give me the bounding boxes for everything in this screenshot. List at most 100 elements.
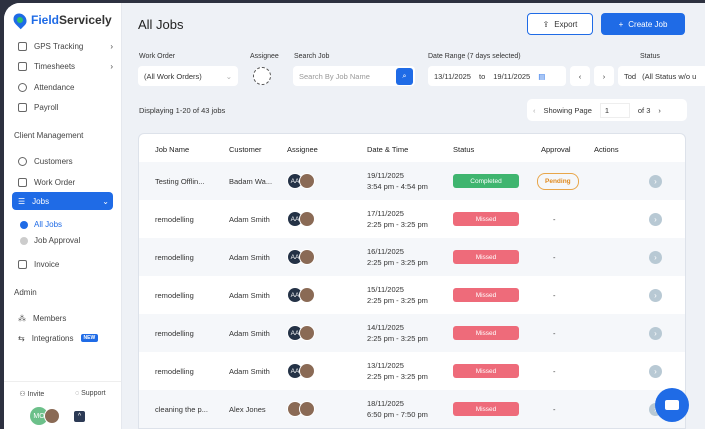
date-to: 19/11/2025 bbox=[493, 71, 531, 81]
open-job-button[interactable]: › bbox=[649, 364, 662, 378]
table-row[interactable]: remodelling Adam Smith AA 14/11/2025 2:25… bbox=[139, 314, 685, 352]
create-job-button[interactable]: + Create Job bbox=[601, 13, 685, 35]
search-input[interactable]: Search By Job Name ⌕ bbox=[293, 66, 415, 86]
chevron-right-icon: › bbox=[110, 61, 113, 71]
date-range-picker[interactable]: 13/11/2025 to 19/11/2025 ▤ bbox=[428, 66, 566, 86]
search-placeholder: Search By Job Name bbox=[299, 71, 370, 81]
date: 17/11/2025 bbox=[367, 209, 404, 218]
date: 16/11/2025 bbox=[367, 247, 404, 256]
status-select[interactable]: Tod (All Status w/o u bbox=[618, 66, 705, 86]
approval-value: - bbox=[553, 252, 556, 262]
sidebar-item-integrations[interactable]: ⇆ Integrations NEW bbox=[12, 329, 113, 347]
integrations-icon: ⇆ bbox=[18, 333, 25, 343]
search-icon[interactable]: ⌕ bbox=[396, 67, 413, 85]
open-job-button[interactable]: › bbox=[649, 250, 662, 264]
table-body: Testing Offlin... Badam Wa... AA 19/11/2… bbox=[139, 162, 685, 428]
sidebar-item-payroll[interactable]: Payroll bbox=[12, 98, 113, 116]
prev-range-button[interactable]: ‹ bbox=[570, 66, 590, 86]
chevron-right-icon: › bbox=[110, 41, 113, 51]
label: Job Approval bbox=[34, 236, 81, 245]
sidebar-item-members[interactable]: ⁂ Members bbox=[12, 309, 113, 327]
label: Invoice bbox=[34, 259, 60, 269]
dot-icon bbox=[20, 220, 28, 229]
customers-icon bbox=[18, 156, 27, 166]
add-assignee-icon[interactable] bbox=[253, 67, 271, 85]
app-window: FieldServicely GPS Tracking › Timesheets ›… bbox=[4, 3, 705, 429]
time: 3:54 pm - 4:54 pm bbox=[367, 182, 428, 191]
job-name[interactable]: cleaning the p... bbox=[155, 404, 208, 414]
search-label: Search Job bbox=[294, 53, 330, 60]
table-row[interactable]: remodelling Adam Smith AA 17/11/2025 2:25… bbox=[139, 200, 685, 238]
job-name[interactable]: remodelling bbox=[155, 252, 194, 262]
page-title: All Jobs bbox=[138, 17, 184, 32]
prev-page-button[interactable]: ‹ bbox=[533, 105, 536, 115]
date: 14/11/2025 bbox=[367, 323, 404, 332]
label: Work Order bbox=[34, 177, 76, 187]
assignees: AA bbox=[287, 352, 315, 390]
today: Tod bbox=[624, 71, 637, 81]
open-job-button[interactable]: › bbox=[649, 174, 662, 188]
user-menu[interactable]: MO ^ bbox=[30, 407, 85, 425]
invite-button[interactable]: ⚇ Invite bbox=[19, 391, 45, 398]
job-name[interactable]: remodelling bbox=[155, 290, 194, 300]
value: (All Work Orders) bbox=[144, 71, 202, 81]
header-job-name: Job Name bbox=[155, 145, 190, 154]
sidebar-item-jobs[interactable]: ☰ Jobs ⌄ bbox=[12, 192, 113, 210]
assignee-photo bbox=[299, 249, 315, 265]
label: Support bbox=[81, 390, 106, 397]
label: Members bbox=[33, 313, 67, 323]
sidebar-subitem-all-jobs[interactable]: All Jobs bbox=[20, 220, 62, 229]
chevron-up-icon[interactable]: ^ bbox=[74, 410, 85, 422]
job-name[interactable]: remodelling bbox=[155, 366, 194, 376]
open-job-button[interactable]: › bbox=[649, 212, 662, 226]
logo-text-a: Field bbox=[31, 13, 60, 27]
assignees bbox=[287, 390, 315, 428]
header-actions: Actions bbox=[594, 145, 619, 154]
table-row[interactable]: remodelling Adam Smith AA 13/11/2025 2:25… bbox=[139, 352, 685, 390]
sidebar-item-attendance[interactable]: Attendance bbox=[12, 78, 113, 96]
approval-value: - bbox=[553, 366, 556, 376]
showing-label: Showing Page bbox=[543, 105, 592, 115]
export-button[interactable]: ⇪ Export bbox=[527, 13, 593, 35]
sidebar-subitem-job-approval[interactable]: Job Approval bbox=[20, 236, 80, 245]
support-button[interactable]: ◌ Support bbox=[75, 390, 106, 397]
approval-badge: Pending bbox=[537, 172, 579, 190]
next-page-button[interactable]: › bbox=[658, 105, 661, 115]
export-icon: ⇪ bbox=[542, 19, 550, 29]
customer: Adam Smith bbox=[229, 252, 270, 262]
label: Export bbox=[554, 19, 578, 29]
date-time: 17/11/2025 2:25 pm - 3:25 pm bbox=[367, 200, 428, 238]
sidebar-item-invoice[interactable]: Invoice bbox=[12, 255, 113, 273]
job-name[interactable]: remodelling bbox=[155, 214, 194, 224]
table-row[interactable]: Testing Offlin... Badam Wa... AA 19/11/2… bbox=[139, 162, 685, 200]
table-row[interactable]: remodelling Adam Smith AA 15/11/2025 2:25… bbox=[139, 276, 685, 314]
job-name[interactable]: remodelling bbox=[155, 328, 194, 338]
customer: Adam Smith bbox=[229, 366, 270, 376]
open-job-button[interactable]: › bbox=[649, 326, 662, 340]
timesheet-icon bbox=[18, 61, 27, 71]
sidebar-item-gps-tracking[interactable]: GPS Tracking › bbox=[12, 37, 113, 55]
list-icon: ☰ bbox=[18, 196, 26, 206]
page-select[interactable]: 1 bbox=[599, 102, 630, 118]
sidebar-item-customers[interactable]: Customers bbox=[12, 152, 113, 170]
work-order-select[interactable]: (All Work Orders) ⌄ bbox=[138, 66, 238, 86]
time: 6:50 pm - 7:50 pm bbox=[367, 410, 428, 419]
status-badge: Completed bbox=[453, 174, 519, 188]
approval-value: - bbox=[553, 404, 556, 414]
open-job-button[interactable]: › bbox=[649, 288, 662, 302]
sidebar-item-timesheets[interactable]: Timesheets › bbox=[12, 57, 113, 75]
next-range-button[interactable]: › bbox=[594, 66, 614, 86]
chat-icon bbox=[665, 400, 679, 410]
chevron-down-icon: ⌄ bbox=[102, 196, 109, 206]
date: 15/11/2025 bbox=[367, 285, 404, 294]
status-badge: Missed bbox=[453, 288, 519, 302]
value: (All Status w/o u bbox=[642, 71, 697, 81]
chat-button[interactable] bbox=[655, 388, 689, 422]
job-name[interactable]: Testing Offlin... bbox=[155, 176, 205, 186]
table-row[interactable]: cleaning the p... Alex Jones 18/11/2025 6… bbox=[139, 390, 685, 428]
user-avatar: MO bbox=[30, 407, 48, 425]
gps-icon bbox=[18, 41, 27, 51]
sidebar-item-work-order[interactable]: Work Order bbox=[12, 173, 113, 191]
time: 2:25 pm - 3:25 pm bbox=[367, 296, 428, 305]
table-row[interactable]: remodelling Adam Smith AA 16/11/2025 2:25… bbox=[139, 238, 685, 276]
